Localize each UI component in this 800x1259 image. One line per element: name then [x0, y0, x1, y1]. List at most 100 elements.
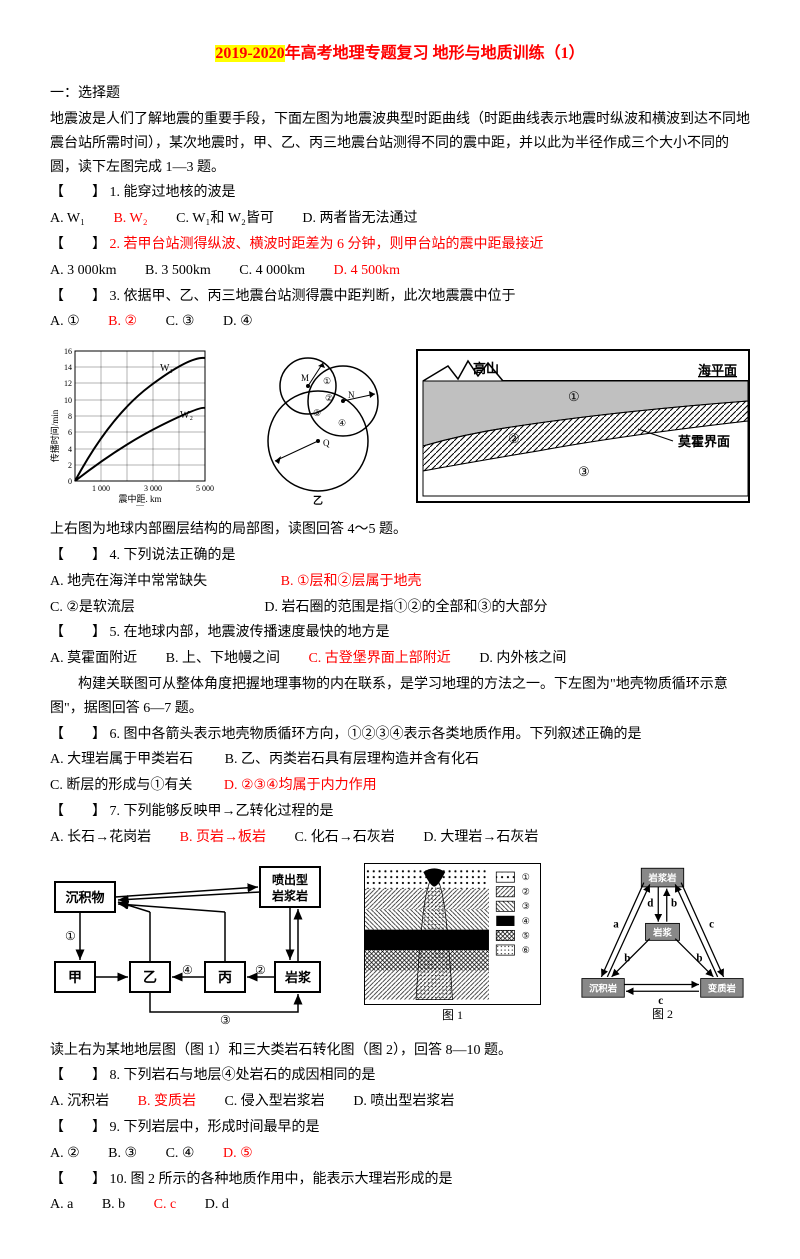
figure-row-2: 沉积物 喷出型 岩浆岩 甲 乙 丙 岩浆 ① ④ ② ③	[50, 862, 750, 1027]
bracket-open: 【	[50, 185, 64, 200]
q3-text: 3. 依据甲、乙、丙三地震台站测得震中距判断，此次地震震中位于	[110, 289, 516, 304]
intro-text-3: 构建关联图可从整体角度把握地理事物的内在联系，是学习地理的方法之一。下左图为"地…	[50, 673, 750, 721]
q6-text: 6. 图中各箭头表示地壳物质循环方向，①②③④表示各类地质作用。下列叙述正确的是	[110, 727, 642, 742]
svg-text:④: ④	[338, 418, 346, 428]
q5-option-a: A. 莫霍面附近	[50, 647, 137, 671]
earth-layers-diagram: 高山 海平面 ① ② ③ 莫霍界面	[416, 349, 750, 503]
q8-text: 8. 下列岩石与地层④处岩石的成因相同的是	[110, 1068, 376, 1083]
q5-option-c: C. 古登堡界面上部附近	[308, 647, 450, 671]
svg-text:②: ②	[508, 431, 520, 446]
q6-option-a: A. 大理岩属于甲类岩石	[50, 752, 193, 767]
svg-text:b: b	[624, 952, 630, 964]
q7-option-d: D. 大理岩→石灰岩	[423, 826, 538, 850]
q7-option-b: B. 页岩→板岩	[180, 826, 266, 850]
q4-line2: C. ②是软流层 D. 岩石圈的范围是指①②的全部和③的大部分	[50, 596, 750, 620]
svg-text:12: 12	[64, 379, 72, 388]
svg-text:M: M	[301, 373, 309, 383]
q2-text: 2. 若甲台站测得纵波、横波时距差为 6 分钟，则甲台站的震中距最接近	[110, 237, 544, 252]
question-6: 【 】 6. 图中各箭头表示地壳物质循环方向，①②③④表示各类地质作用。下列叙述…	[50, 723, 750, 747]
svg-text:c: c	[658, 995, 663, 1004]
extrusive-label-2: 岩浆岩	[271, 888, 308, 903]
svg-text:Q: Q	[323, 438, 330, 448]
svg-text:③: ③	[220, 1013, 231, 1027]
q7-options: A. 长石→花岗岩 B. 页岩→板岩 C. 化石→石灰岩 D. 大理岩→石灰岩	[50, 826, 750, 850]
svg-text:③: ③	[313, 408, 321, 418]
question-8: 【 】 8. 下列岩石与地层④处岩石的成因相同的是	[50, 1064, 750, 1088]
q9-option-c: C. ④	[166, 1142, 195, 1166]
q9-text: 9. 下列岩层中，形成时间最早的是	[110, 1120, 320, 1135]
q2-option-a: A. 3 000km	[50, 259, 117, 283]
svg-text:③: ③	[578, 464, 590, 479]
q10-option-d: D. d	[205, 1193, 229, 1217]
q1-option-a: A. W₁	[50, 207, 85, 231]
q6-option-b: B. 乙、丙类岩石具有层理构造并含有化石	[225, 752, 479, 767]
q8-option-d: D. 喷出型岩浆岩	[353, 1090, 454, 1114]
q1-text: 1. 能穿过地核的波是	[110, 185, 236, 200]
bracket-close: 】	[92, 237, 106, 252]
svg-text:②: ②	[255, 963, 266, 977]
q9-option-b: B. ③	[108, 1142, 137, 1166]
q2-option-c: C. 4 000km	[239, 259, 305, 283]
bracket-close: 】	[92, 289, 106, 304]
q6-line2: C. 断层的形成与①有关 D. ②③④均属于内力作用	[50, 774, 750, 798]
q5-options: A. 莫霍面附近 B. 上、下地幔之间 C. 古登堡界面上部附近 D. 内外核之…	[50, 647, 750, 671]
bracket-open: 【	[50, 289, 64, 304]
q6-line1: A. 大理岩属于甲类岩石 B. 乙、丙类岩石具有层理构造并含有化石	[50, 748, 750, 772]
svg-text:14: 14	[64, 363, 72, 372]
w1-label: W₁	[160, 363, 173, 374]
question-1: 【 】 1. 能穿过地核的波是	[50, 181, 750, 205]
q10-option-b: B. b	[102, 1193, 125, 1217]
question-10: 【 】 10. 图 2 所示的各种地质作用中，能表示大理岩形成的是	[50, 1168, 750, 1192]
q10-options: A. a B. b C. c D. d	[50, 1193, 750, 1217]
svg-text:④: ④	[522, 916, 530, 926]
svg-text:3 000: 3 000	[144, 484, 162, 493]
q4-text: 4. 下列说法正确的是	[110, 548, 236, 563]
svg-text:⑥: ⑥	[522, 945, 530, 955]
svg-text:16: 16	[64, 347, 72, 356]
question-3: 【 】 3. 依据甲、乙、丙三地震台站测得震中距判断，此次地震震中位于	[50, 285, 750, 309]
title-text: 年高考地理专题复习 地形与地质训练（1）	[285, 45, 585, 62]
q9-option-d: D. ⑤	[223, 1142, 253, 1166]
figure-2-caption: 图 2	[575, 1004, 750, 1024]
svg-text:⑤: ⑤	[522, 930, 530, 940]
q10-text: 10. 图 2 所示的各种地质作用中，能表示大理岩形成的是	[110, 1172, 453, 1187]
bracket-open: 【	[50, 237, 64, 252]
mountain-label: 高山	[473, 361, 499, 376]
svg-text:b: b	[671, 897, 677, 909]
q2-option-d: D. 4 500km	[333, 259, 400, 283]
q2-option-b: B. 3 500km	[145, 259, 211, 283]
svg-text:①: ①	[568, 389, 580, 404]
seismic-chart: W₁ W₂ 024 6810 121416 1 0003 0005 000 震中…	[50, 346, 220, 506]
svg-text:③: ③	[522, 901, 530, 911]
igneous-label: 岩浆岩	[648, 872, 678, 884]
question-4: 【 】 4. 下列说法正确的是	[50, 544, 750, 568]
q1-options: A. W₁ B. W₂ C. W₁和 W₂皆可 D. 两者皆无法通过	[50, 207, 750, 231]
magma-label: 岩浆	[284, 970, 312, 985]
svg-text:10: 10	[64, 396, 72, 405]
svg-text:①: ①	[323, 376, 331, 386]
svg-text:d: d	[647, 897, 653, 909]
q3-option-c: C. ③	[166, 310, 195, 334]
triangle-figure: 岩浆岩 岩浆 沉积岩 变质岩 a c c d b b b 图 2	[575, 864, 750, 1024]
q10-option-c: C. c	[154, 1193, 177, 1217]
metamorphic-label: 变质岩	[708, 982, 737, 994]
svg-text:0: 0	[68, 477, 72, 486]
q9-option-a: A. ②	[50, 1142, 80, 1166]
intro-text-2: 上右图为地球内部圈层结构的局部图，读图回答 4～5 题。	[50, 518, 750, 542]
jia-box: 甲	[68, 970, 82, 986]
bracket-close: 】	[92, 185, 106, 200]
extrusive-label-1: 喷出型	[272, 872, 308, 887]
sedimentary-label: 沉积岩	[589, 982, 618, 994]
sealevel-label: 海平面	[698, 363, 737, 378]
q8-option-b: B. 变质岩	[138, 1090, 196, 1114]
q1-option-b: B. W₂	[113, 207, 147, 231]
svg-text:4: 4	[68, 445, 72, 454]
q7-text: 7. 下列能够反映甲→乙转化过程的是	[110, 804, 334, 819]
svg-text:2: 2	[68, 461, 72, 470]
circles-diagram: M N Q ① ② ③ ④ 乙	[253, 346, 383, 506]
q8-options: A. 沉积岩 B. 变质岩 C. 侵入型岩浆岩 D. 喷出型岩浆岩	[50, 1090, 750, 1114]
question-9: 【 】 9. 下列岩层中，形成时间最早的是	[50, 1116, 750, 1140]
q7-option-c: C. 化石→石灰岩	[294, 826, 394, 850]
q7-option-a: A. 长石→花岗岩	[50, 826, 151, 850]
xaxis-label: 震中距. km	[118, 493, 161, 504]
